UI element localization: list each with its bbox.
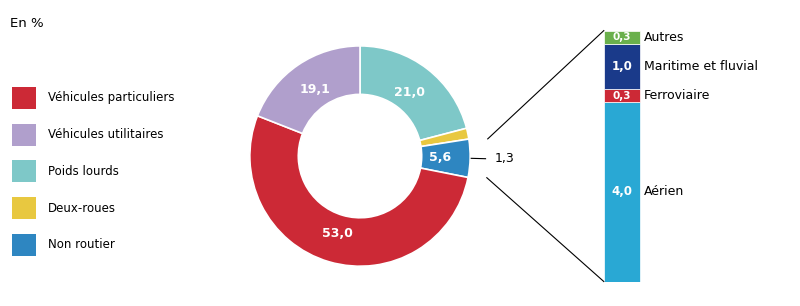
Wedge shape bbox=[258, 46, 360, 133]
Text: En %: En % bbox=[10, 17, 43, 30]
Text: Maritime et fluvial: Maritime et fluvial bbox=[644, 60, 758, 73]
Text: 0,3: 0,3 bbox=[613, 32, 631, 42]
Text: 1,0: 1,0 bbox=[611, 60, 633, 73]
Bar bbox=[604, 44, 640, 89]
Text: Non routier: Non routier bbox=[48, 238, 115, 251]
Bar bbox=[604, 31, 640, 44]
Text: Ferroviaire: Ferroviaire bbox=[644, 89, 710, 102]
Wedge shape bbox=[421, 139, 470, 177]
Text: 0,3: 0,3 bbox=[613, 91, 631, 101]
Text: Autres: Autres bbox=[644, 31, 685, 44]
Text: 1,3: 1,3 bbox=[494, 152, 514, 165]
Text: 53,0: 53,0 bbox=[322, 227, 353, 240]
Wedge shape bbox=[250, 116, 468, 266]
Text: 19,1: 19,1 bbox=[299, 83, 330, 96]
Text: Véhicules particuliers: Véhicules particuliers bbox=[48, 91, 174, 104]
Wedge shape bbox=[420, 128, 469, 147]
Wedge shape bbox=[360, 46, 466, 140]
Bar bbox=[604, 102, 640, 282]
Text: Véhicules utilitaires: Véhicules utilitaires bbox=[48, 128, 163, 141]
Text: Deux-roues: Deux-roues bbox=[48, 202, 116, 215]
Text: 4,0: 4,0 bbox=[611, 185, 633, 198]
Text: 5,6: 5,6 bbox=[430, 151, 451, 164]
Text: Aérien: Aérien bbox=[644, 185, 685, 198]
Bar bbox=[604, 89, 640, 102]
Text: Poids lourds: Poids lourds bbox=[48, 165, 119, 178]
Text: 21,0: 21,0 bbox=[394, 86, 425, 99]
